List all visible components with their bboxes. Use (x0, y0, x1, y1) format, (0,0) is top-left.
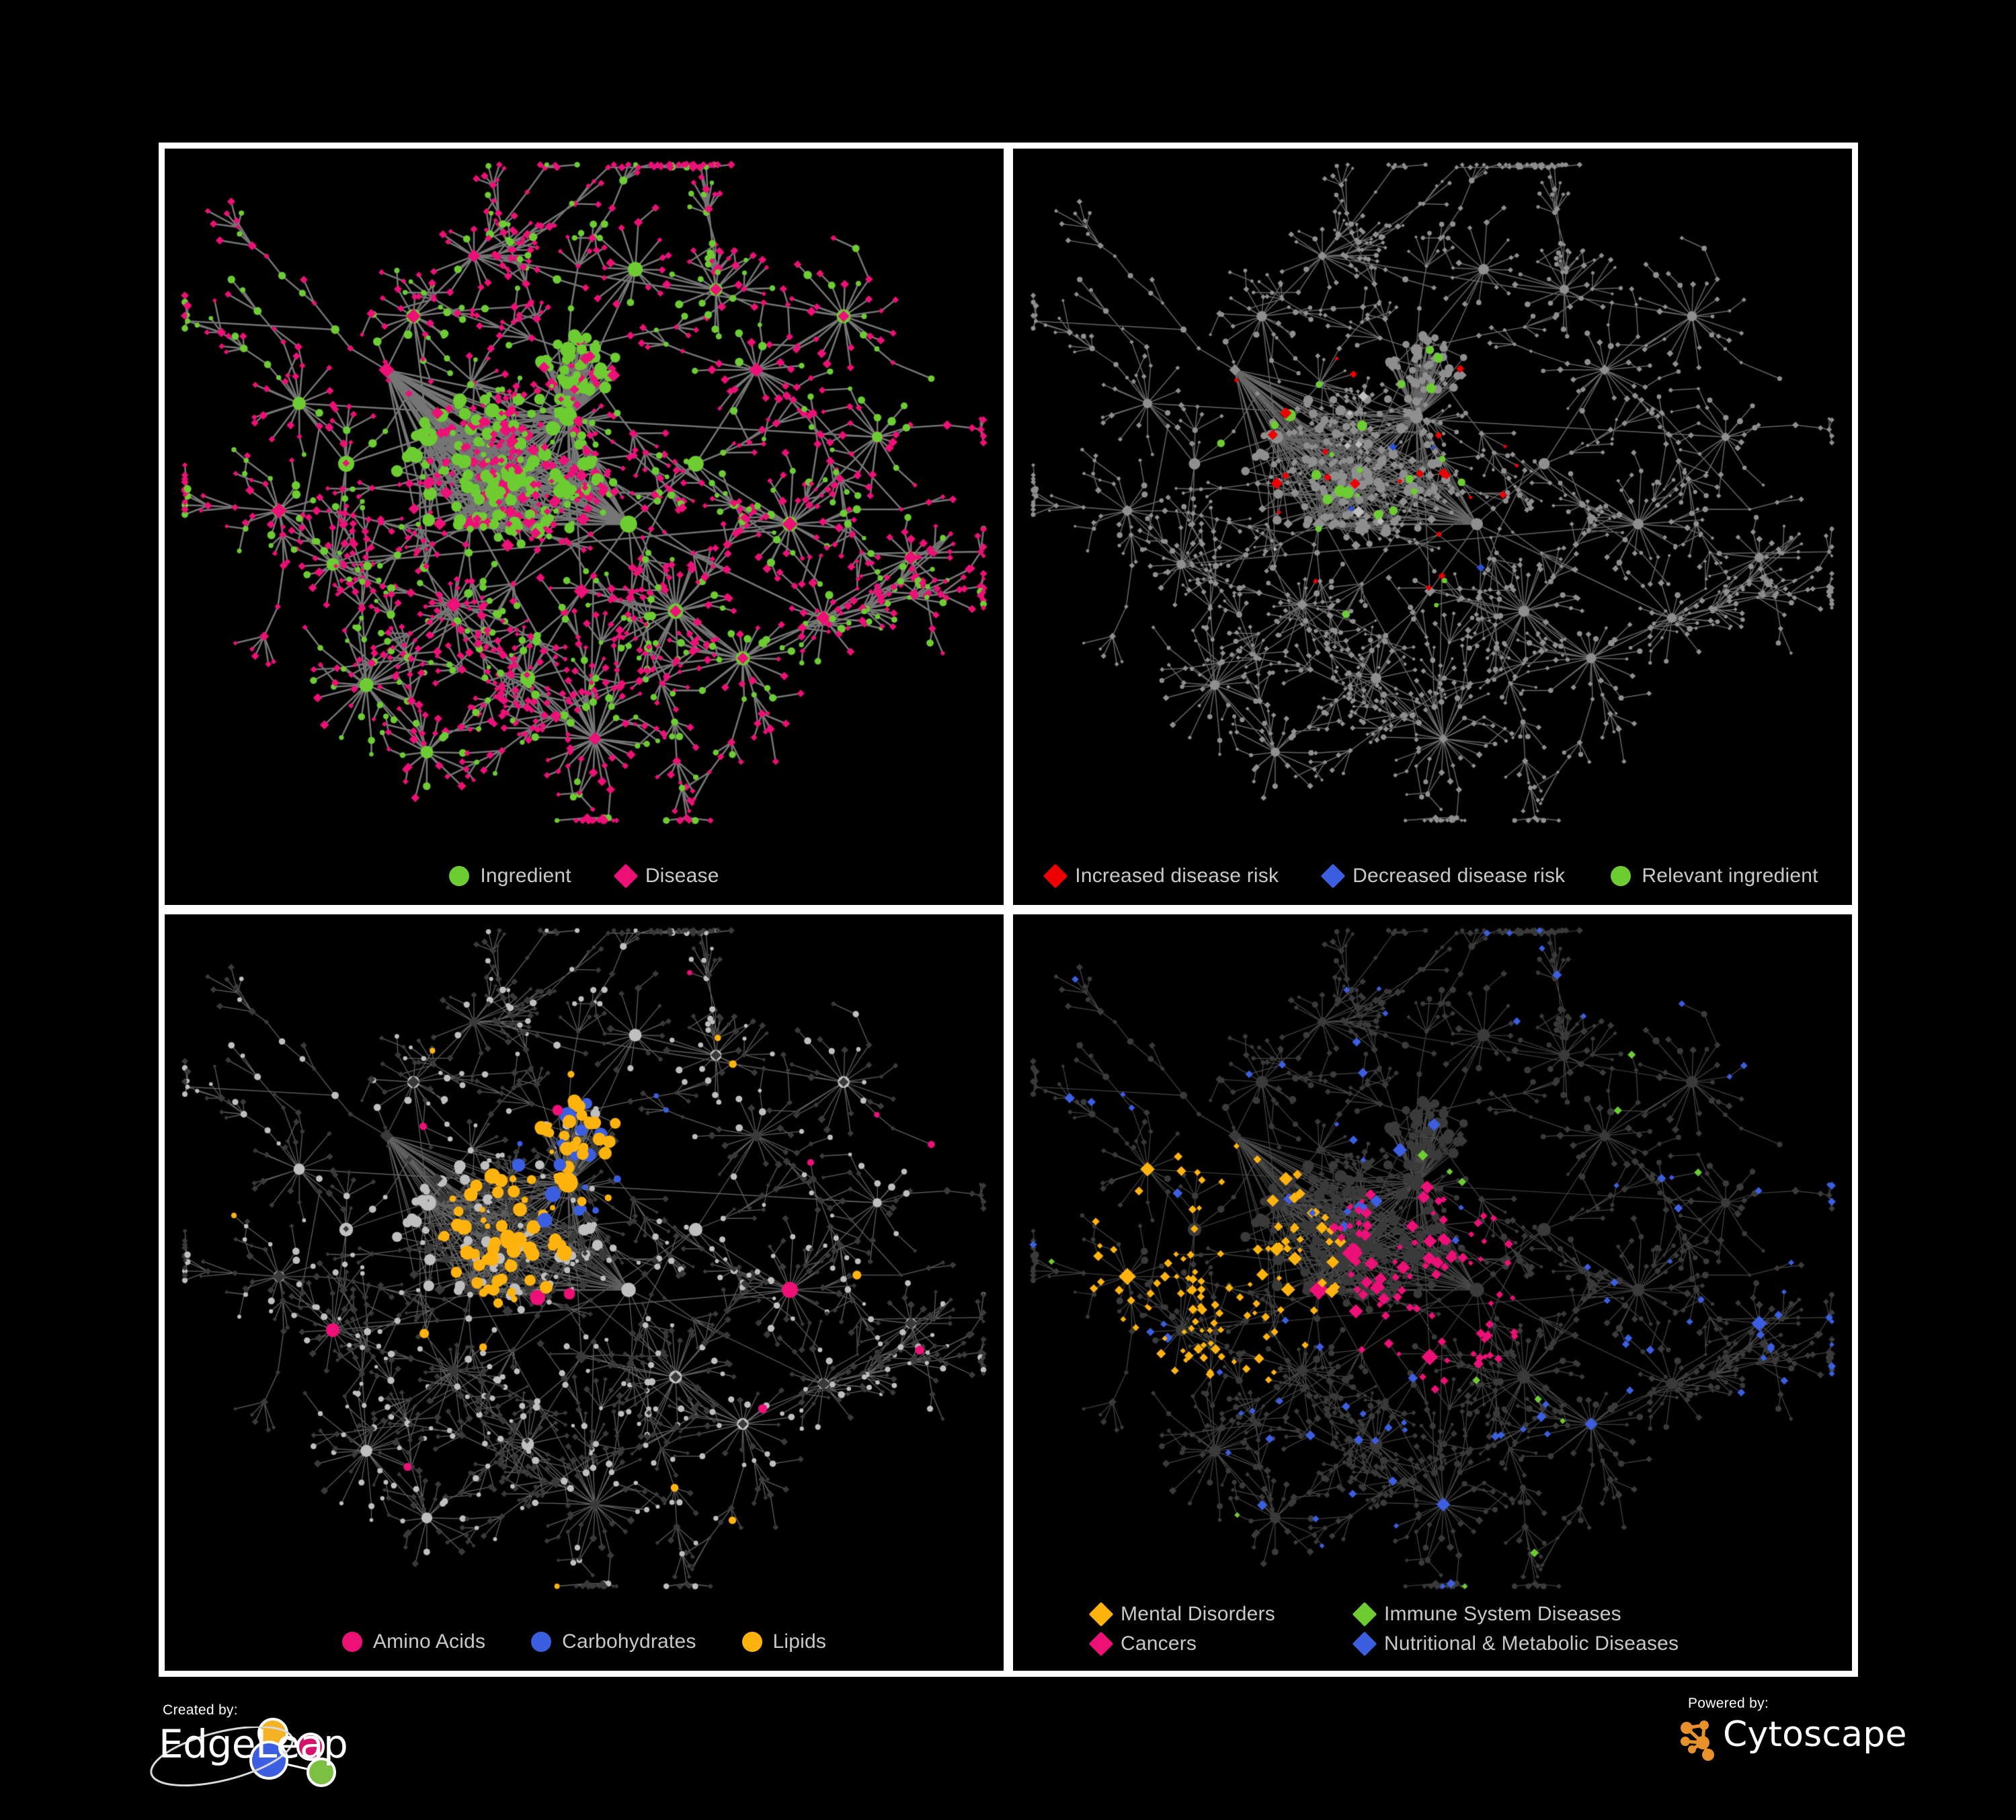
created-by-label: Created by: (163, 1702, 238, 1718)
footer: Created by: EdgeLeap Powered by: (0, 1677, 2016, 1820)
legend-label-disease: Disease (645, 865, 719, 887)
edgeleap-wordmark: EdgeLeap (159, 1721, 348, 1767)
legend-nutrient-class: Amino Acids Carbohydrates Lipids (165, 1630, 1004, 1653)
cytoscape-network-icon (1681, 1720, 1714, 1761)
edgeleap-logo[interactable]: Created by: EdgeLeap (150, 1692, 360, 1799)
legend-label-carbohydrates: Carbohydrates (562, 1630, 696, 1653)
carbohydrates-circle-icon (531, 1632, 552, 1652)
legend-item-mental-disorders[interactable]: Mental Disorders (1088, 1601, 1356, 1627)
legend-ingredient-disease: Ingredient Disease (165, 863, 1004, 889)
legend-item-decreased-risk[interactable]: Decreased disease risk (1320, 863, 1566, 889)
legend-disease-class: Mental Disorders Immune System Diseases … (1013, 1599, 1852, 1659)
panel-disease-risk[interactable]: Increased disease risk Decreased disease… (1013, 149, 1852, 905)
ingredient-circle-icon (449, 866, 470, 886)
network-canvas-disease-class (1013, 914, 1852, 1671)
network-canvas-nutrient-class (165, 914, 1004, 1671)
legend-label-mental-disorders: Mental Disorders (1121, 1603, 1275, 1625)
legend-label-relevant-ingredient: Relevant ingredient (1642, 865, 1818, 887)
network-canvas-disease-risk (1013, 149, 1852, 905)
legend-label-immune-system-diseases: Immune System Diseases (1384, 1603, 1621, 1625)
legend-disease-risk: Increased disease risk Decreased disease… (1013, 863, 1852, 889)
edgeleap-swoosh-icon (150, 1727, 294, 1787)
legend-label-amino-acids: Amino Acids (372, 1630, 486, 1653)
legend-item-disease[interactable]: Disease (613, 863, 719, 889)
legend-label-increased-risk: Increased disease risk (1075, 865, 1279, 887)
mental-disorders-diamond-icon (1088, 1601, 1114, 1627)
panel-ingredient-disease[interactable]: Ingredient Disease (165, 149, 1004, 905)
legend-label-cancers: Cancers (1121, 1632, 1197, 1655)
nutritional-metabolic-diseases-diamond-icon (1352, 1631, 1377, 1657)
legend-item-cancers[interactable]: Cancers (1088, 1631, 1356, 1657)
legend-item-carbohydrates[interactable]: Carbohydrates (531, 1630, 696, 1653)
cancers-diamond-icon (1088, 1631, 1114, 1657)
powered-by-label: Powered by: (1688, 1696, 1769, 1711)
legend-item-amino-acids[interactable]: Amino Acids (341, 1630, 486, 1653)
legend-item-increased-risk[interactable]: Increased disease risk (1043, 863, 1279, 889)
legend-label-ingredient: Ingredient (480, 865, 571, 887)
immune-system-diseases-diamond-icon (1352, 1601, 1377, 1627)
legend-item-immune-system-diseases[interactable]: Immune System Diseases (1352, 1601, 1621, 1627)
legend-label-lipids: Lipids (772, 1630, 827, 1653)
lipids-circle-icon (741, 1632, 762, 1652)
edgeleap-network-icon (249, 1718, 336, 1787)
legend-item-relevant-ingredient[interactable]: Relevant ingredient (1611, 865, 1818, 887)
disease-diamond-icon (613, 863, 639, 889)
decreased-risk-diamond-icon (1320, 863, 1346, 889)
increased-risk-diamond-icon (1043, 863, 1068, 889)
legend-label-decreased-risk: Decreased disease risk (1353, 865, 1566, 887)
legend-label-nutritional-metabolic-diseases: Nutritional & Metabolic Diseases (1384, 1632, 1679, 1655)
panel-disease-class[interactable]: Mental Disorders Immune System Diseases … (1013, 914, 1852, 1671)
cytoscape-wordmark: Cytoscape (1723, 1714, 1907, 1755)
relevant-ingredient-circle-icon (1611, 866, 1631, 886)
panel-grid: Ingredient Disease Increased disease ris… (159, 143, 1858, 1677)
amino-acids-circle-icon (341, 1632, 362, 1652)
network-canvas-ingredient-disease (165, 149, 1004, 905)
legend-item-ingredient[interactable]: Ingredient (449, 865, 571, 887)
legend-item-lipids[interactable]: Lipids (741, 1630, 827, 1653)
panel-nutrient-class[interactable]: Amino Acids Carbohydrates Lipids (165, 914, 1004, 1671)
cytoscape-logo[interactable]: Powered by: Cytoscape (1679, 1696, 1906, 1796)
legend-item-nutritional-metabolic-diseases[interactable]: Nutritional & Metabolic Diseases (1352, 1631, 1679, 1657)
